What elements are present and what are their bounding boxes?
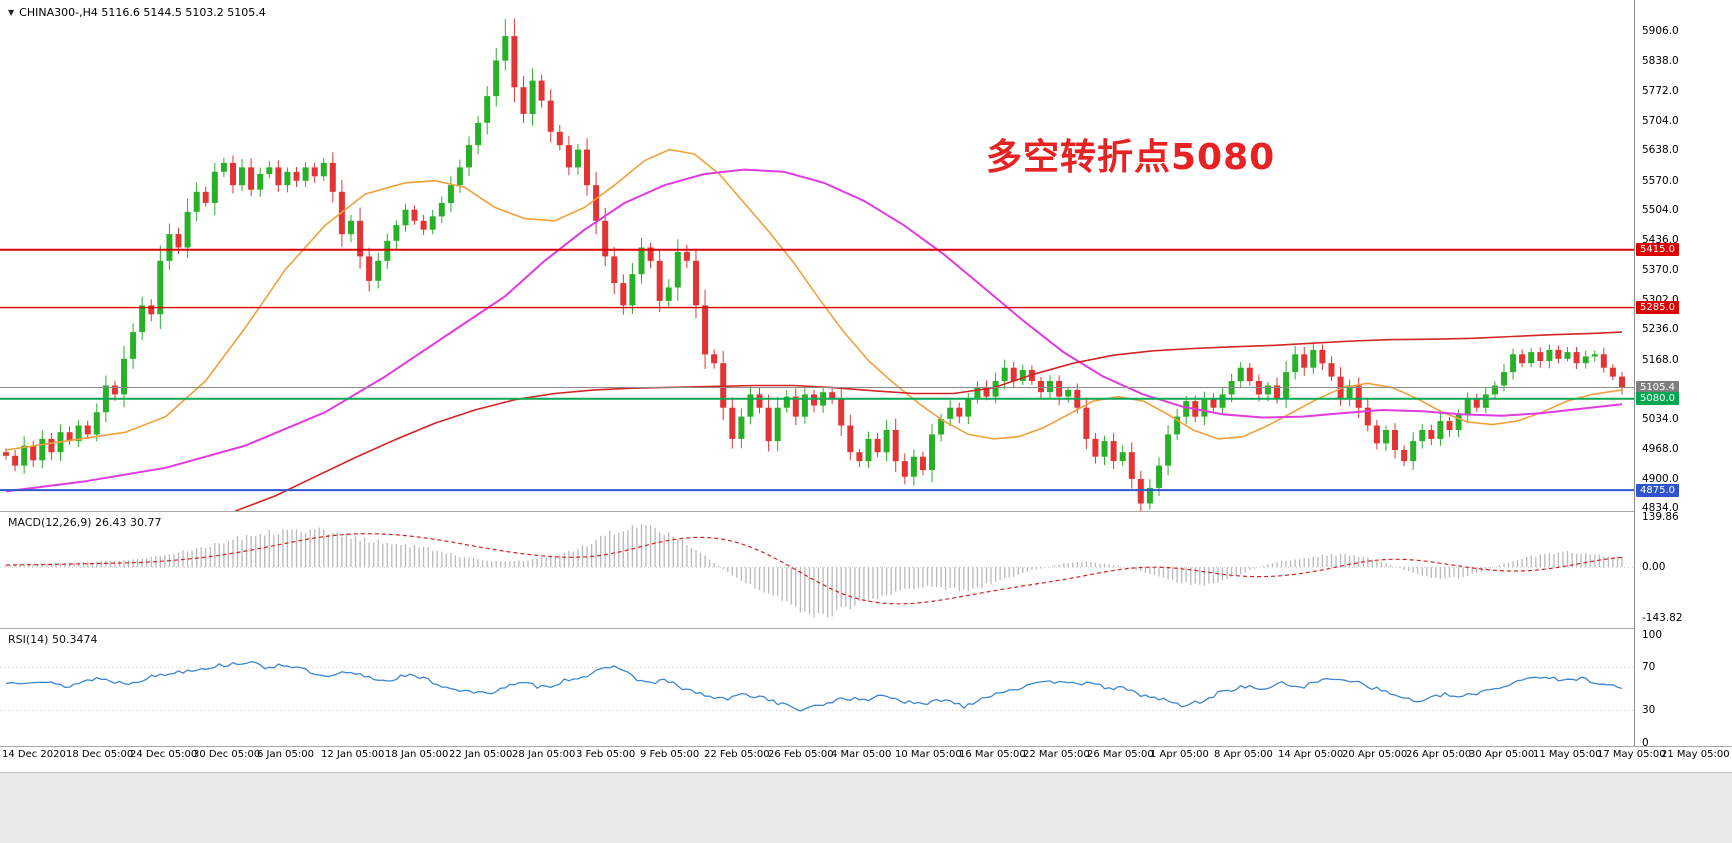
candles-group: [3, 18, 1625, 511]
main-price-chart[interactable]: [0, 0, 1634, 511]
date-label: 26 Feb 05:00: [768, 749, 834, 760]
chart-annotation-text: 多空转折点5080: [986, 137, 1276, 178]
macd-axis-label: -143.82: [1642, 612, 1683, 624]
time-axis[interactable]: 14 Dec 2020 18 Dec 05:00 24 Dec 05:00 30 De…: [0, 749, 1732, 765]
date-label: 8 Apr 05:00: [1214, 749, 1273, 760]
price-badge: 5105.4: [1636, 381, 1679, 394]
date-label: 6 Jan 05:00: [257, 749, 314, 760]
price-badge: 5285.0: [1636, 301, 1679, 314]
rsi-axis-label: 100: [1642, 629, 1663, 641]
price-axis-label: 4900.0: [1642, 473, 1679, 485]
date-label: 26 Mar 05:00: [1087, 749, 1154, 760]
panel-divider[interactable]: [0, 628, 1732, 629]
price-axis-label: 5772.0: [1642, 85, 1679, 97]
price-badge: 4875.0: [1636, 484, 1679, 497]
price-axis-label: 5504.0: [1642, 204, 1679, 216]
price-axis-label: 4834.0: [1642, 502, 1679, 514]
panel-divider[interactable]: [0, 511, 1732, 512]
price-axis-label: 5906.0: [1642, 25, 1679, 37]
macd-axis-label: 0.00: [1642, 561, 1666, 573]
ma-mid-line: [5, 168, 1623, 493]
date-label: 14 Apr 05:00: [1278, 749, 1344, 760]
price-badge: 5415.0: [1636, 243, 1679, 256]
date-label: 10 Mar 05:00: [895, 749, 962, 760]
macd-histogram: [5, 524, 1623, 618]
date-label: 14 Dec 2020: [2, 749, 66, 760]
price-axis-label: 5370.0: [1642, 264, 1679, 276]
date-label: 22 Feb 05:00: [704, 749, 770, 760]
price-axis-label: 5236.0: [1642, 323, 1679, 335]
price-axis-label: 5570.0: [1642, 175, 1679, 187]
date-label: 28 Jan 05:00: [512, 749, 576, 760]
price-axis[interactable]: 5906.0 5838.0 5772.0 5704.0 5638.0 5570.0 5504…: [1635, 0, 1732, 749]
date-label: 30 Apr 05:00: [1469, 749, 1535, 760]
ma-slow-line: [235, 331, 1623, 511]
symbol-label: CHINA300-,H4: [19, 6, 98, 19]
date-label: 9 Feb 05:00: [640, 749, 700, 760]
rsi-indicator-panel[interactable]: [0, 629, 1634, 745]
rsi-axis-label: 30: [1642, 704, 1656, 716]
date-label: 3 Feb 05:00: [576, 749, 636, 760]
date-label: 21 May 05:00: [1661, 749, 1730, 760]
date-label: 20 Apr 05:00: [1342, 749, 1408, 760]
price-axis-label: 5034.0: [1642, 413, 1679, 425]
date-label: 11 May 05:00: [1533, 749, 1602, 760]
date-label: 26 Apr 05:00: [1406, 749, 1472, 760]
date-label: 22 Jan 05:00: [449, 749, 513, 760]
price-axis-label: 5838.0: [1642, 55, 1679, 67]
symbol-ohlc-bar: ▼ CHINA300-,H4 5116.6 5144.5 5103.2 5105.…: [8, 6, 266, 19]
price-axis-separator: [1634, 0, 1635, 746]
date-label: 18 Jan 05:00: [385, 749, 449, 760]
rsi-line: [5, 661, 1623, 712]
date-label: 17 May 05:00: [1597, 749, 1666, 760]
panel-divider: [0, 746, 1732, 747]
date-label: 22 Mar 05:00: [1023, 749, 1090, 760]
bottom-gray-panel: [0, 772, 1732, 843]
macd-indicator-panel[interactable]: [0, 512, 1634, 628]
rsi-label: RSI(14) 50.3474: [8, 633, 98, 646]
price-axis-label: 5638.0: [1642, 144, 1679, 156]
date-label: 24 Dec 05:00: [130, 749, 198, 760]
chart-dropdown-icon[interactable]: ▼: [8, 8, 15, 17]
date-label: 16 Mar 05:00: [959, 749, 1026, 760]
date-label: 12 Jan 05:00: [321, 749, 385, 760]
price-axis-label: 5168.0: [1642, 354, 1679, 366]
rsi-axis-label: 0: [1642, 737, 1649, 749]
rsi-axis-label: 70: [1642, 661, 1656, 673]
date-label: 18 Dec 05:00: [66, 749, 134, 760]
date-label: 4 Mar 05:00: [831, 749, 892, 760]
date-label: 30 Dec 05:00: [193, 749, 261, 760]
macd-label: MACD(12,26,9) 26.43 30.77: [8, 516, 162, 529]
ohlc-values: 5116.6 5144.5 5103.2 5105.4: [101, 6, 266, 19]
price-axis-label: 5704.0: [1642, 115, 1679, 127]
price-badge: 5080.0: [1636, 392, 1679, 405]
price-axis-label: 4968.0: [1642, 443, 1679, 455]
ma-fast-line: [5, 148, 1623, 451]
date-label: 1 Apr 05:00: [1150, 749, 1209, 760]
macd-axis-label: 139.86: [1642, 511, 1679, 523]
